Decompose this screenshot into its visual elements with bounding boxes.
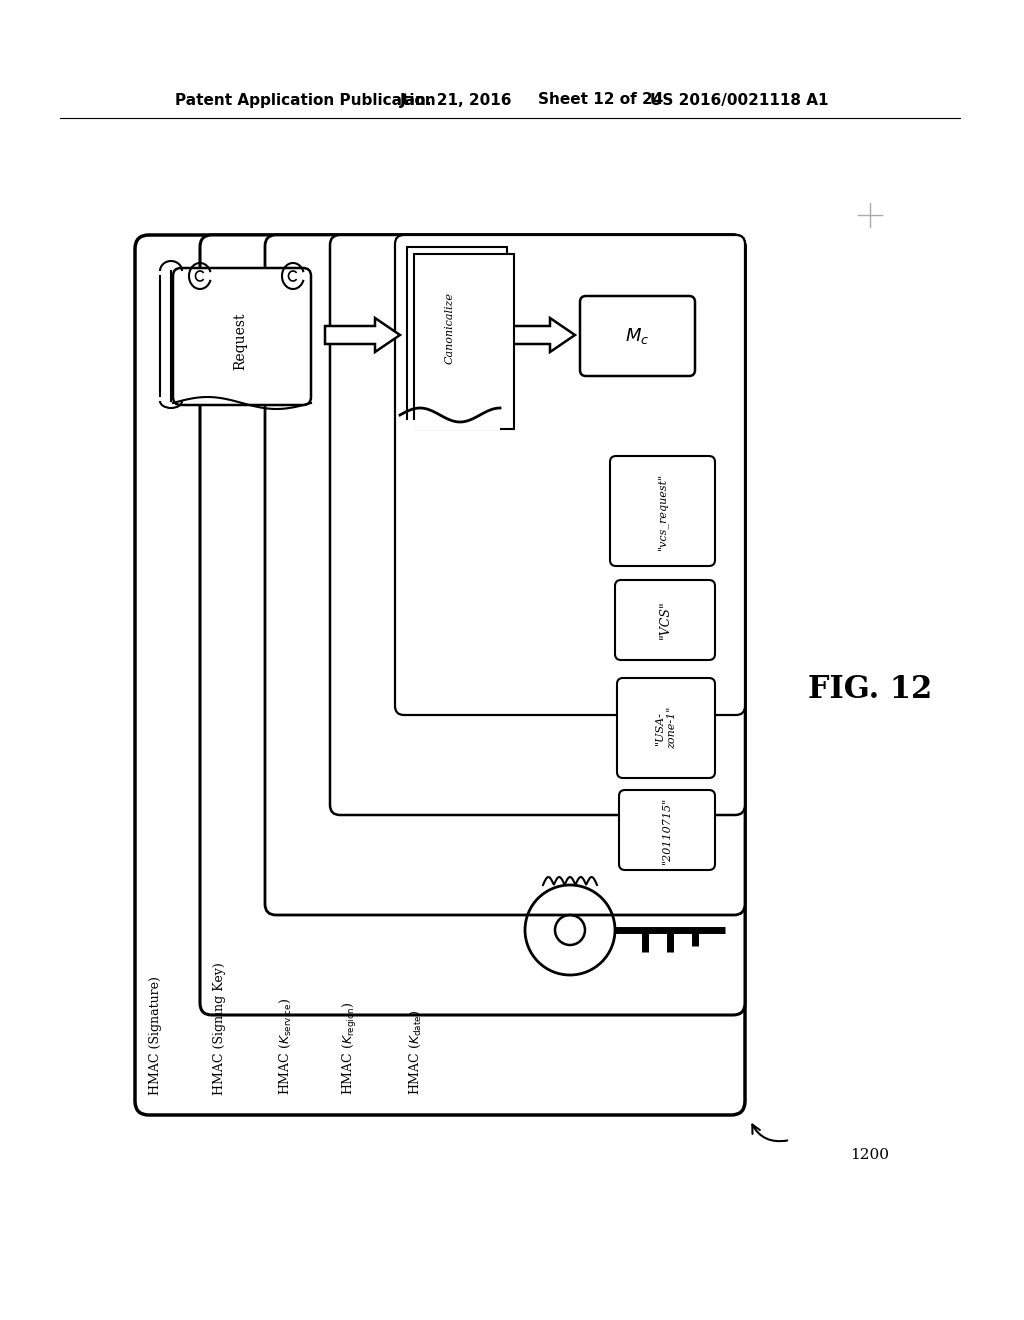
Text: FIG. 12: FIG. 12	[808, 675, 932, 705]
Text: Sheet 12 of 24: Sheet 12 of 24	[538, 92, 664, 107]
Text: 1200: 1200	[851, 1148, 890, 1162]
Text: HMAC ($K_{\rm date}$): HMAC ($K_{\rm date}$)	[408, 1010, 423, 1096]
Text: $M_c$: $M_c$	[626, 326, 649, 346]
Text: "20110715": "20110715"	[662, 796, 672, 863]
FancyBboxPatch shape	[610, 455, 715, 566]
FancyBboxPatch shape	[618, 789, 715, 870]
FancyBboxPatch shape	[265, 235, 745, 915]
Text: HMAC (Signing Key): HMAC (Signing Key)	[213, 962, 226, 1096]
Text: HMAC (Signature): HMAC (Signature)	[148, 975, 162, 1096]
FancyArrowPatch shape	[753, 1125, 787, 1142]
FancyBboxPatch shape	[395, 235, 745, 715]
Text: HMAC ($K_{\rm service}$): HMAC ($K_{\rm service}$)	[278, 998, 293, 1096]
FancyBboxPatch shape	[580, 296, 695, 376]
Bar	[400, 420, 500, 430]
Text: "VCS": "VCS"	[658, 601, 672, 639]
FancyBboxPatch shape	[200, 235, 745, 1015]
Text: "USA-
zone-1": "USA- zone-1"	[655, 706, 677, 750]
Text: Jan. 21, 2016: Jan. 21, 2016	[400, 92, 512, 107]
Text: "vcs_request": "vcs_request"	[657, 473, 668, 549]
Text: US 2016/0021118 A1: US 2016/0021118 A1	[650, 92, 828, 107]
Text: Canonicalize: Canonicalize	[445, 292, 455, 363]
FancyBboxPatch shape	[617, 678, 715, 777]
Polygon shape	[325, 318, 400, 352]
FancyBboxPatch shape	[135, 235, 745, 1115]
Text: Patent Application Publication: Patent Application Publication	[175, 92, 436, 107]
FancyBboxPatch shape	[330, 235, 745, 814]
Text: HMAC ($K_{\rm region}$): HMAC ($K_{\rm region}$)	[341, 1002, 359, 1096]
FancyBboxPatch shape	[414, 253, 514, 429]
FancyBboxPatch shape	[407, 247, 507, 422]
FancyBboxPatch shape	[615, 579, 715, 660]
Text: Request: Request	[233, 313, 247, 370]
FancyBboxPatch shape	[173, 268, 311, 405]
FancyBboxPatch shape	[400, 240, 500, 414]
Polygon shape	[510, 318, 575, 352]
